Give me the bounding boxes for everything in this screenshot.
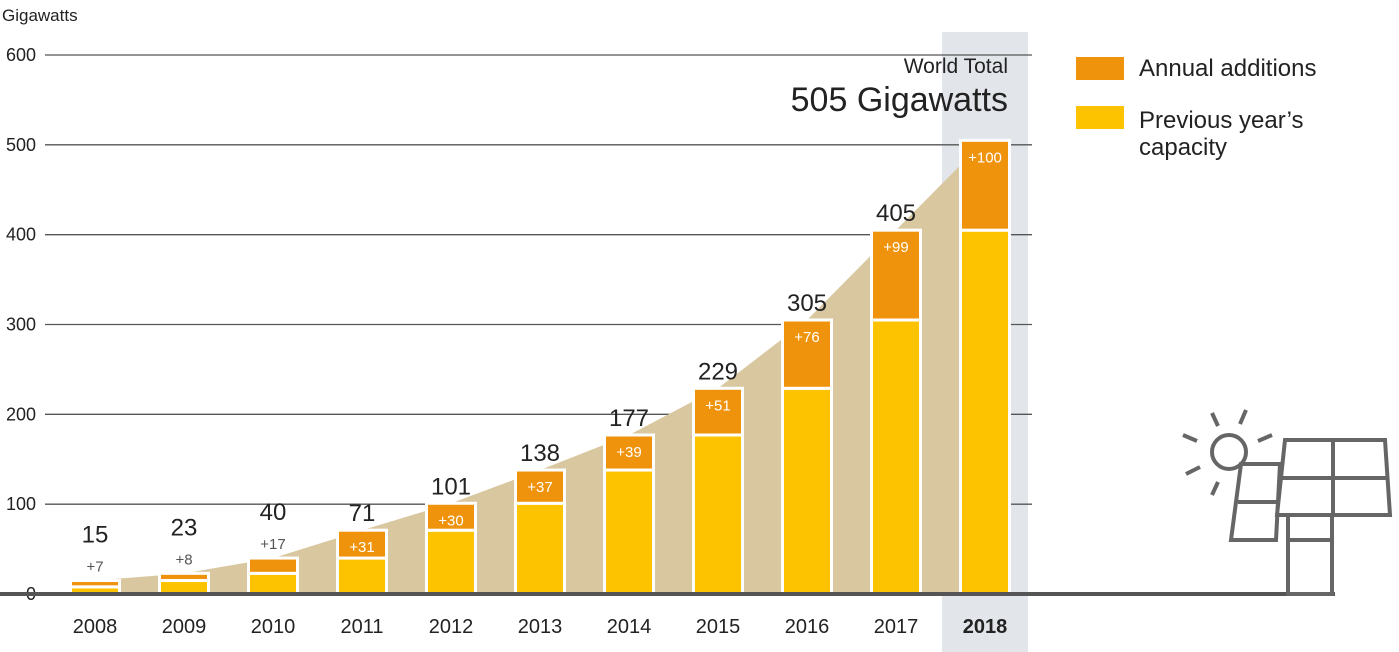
bars (69, 138, 1011, 596)
gridlines (45, 54, 1032, 505)
bar-previous-capacity (158, 579, 210, 596)
callout-total-gigawatts: 505 Gigawatts (791, 81, 1008, 119)
bar-previous-capacity (870, 318, 922, 596)
legend-label-additions: Annual additions (1139, 55, 1316, 82)
addition-label: +30 (438, 512, 463, 529)
bar-annual-addition (692, 386, 744, 437)
x-tick-label: 2009 (162, 616, 207, 638)
bar-annual-addition (425, 501, 477, 532)
total-label: 101 (431, 473, 471, 500)
y-axis-ticks: 0100200300400500600 (6, 45, 36, 604)
total-label: 23 (171, 514, 198, 541)
addition-labels: +7 +8 +17 +31 +30 +37 +39 +51 +76 +99 +100 (86, 149, 1001, 575)
addition-label: +51 (705, 397, 730, 414)
bar-annual-addition (336, 528, 388, 560)
bar-annual-addition (603, 433, 655, 472)
x-tick-label: 2018 (963, 616, 1008, 638)
x-tick-label: 2012 (429, 616, 474, 638)
x-tick-label: 2008 (73, 616, 118, 638)
total-label: 40 (260, 499, 287, 526)
bar-annual-addition (781, 318, 833, 390)
solar-panel-icon (1182, 409, 1393, 596)
cumulative-area (64, 140, 1010, 594)
addition-label: +31 (349, 539, 374, 556)
x-tick-label: 2017 (874, 616, 919, 638)
bar-annual-addition (69, 579, 121, 589)
legend-swatch-additions (1076, 57, 1124, 80)
bar-previous-capacity (425, 528, 477, 596)
y-tick-label: 500 (6, 135, 36, 155)
legend-label-previous-line1: Previous year’s (1139, 107, 1304, 134)
legend: Annual additions Previous year’s capacit… (1076, 55, 1316, 161)
bar-previous-capacity (336, 556, 388, 596)
y-tick-label: 200 (6, 404, 36, 424)
total-label: 15 (82, 522, 109, 549)
addition-label: +76 (794, 329, 819, 346)
total-label: 138 (520, 440, 560, 467)
x-tick-label: 2014 (607, 616, 652, 638)
addition-label: +39 (616, 444, 641, 461)
addition-label: +7 (86, 559, 103, 576)
total-label: 229 (698, 358, 738, 385)
y-tick-label: 300 (6, 315, 36, 335)
bar-previous-capacity (247, 571, 299, 596)
total-label: 71 (349, 500, 376, 527)
addition-label: +37 (527, 479, 552, 496)
total-labels: 15 23 40 71 101 138 177 229 305 405 (82, 200, 916, 548)
bar-previous-capacity (781, 386, 833, 596)
total-label: 305 (787, 290, 827, 317)
total-label: 405 (876, 200, 916, 227)
addition-label: +99 (883, 239, 908, 256)
addition-label: +17 (260, 536, 285, 553)
bar-annual-addition (158, 571, 210, 583)
bar-annual-addition (514, 468, 566, 505)
legend-swatch-previous (1076, 106, 1124, 129)
bar-previous-capacity (959, 228, 1011, 596)
y-tick-label: 600 (6, 45, 36, 65)
y-tick-label: 400 (6, 225, 36, 245)
bar-previous-capacity (603, 468, 655, 596)
x-tick-label: 2010 (251, 616, 296, 638)
callout-world-total: World Total (904, 55, 1008, 78)
bar-annual-addition (959, 138, 1011, 232)
x-tick-label: 2013 (518, 616, 563, 638)
x-tick-label: 2016 (785, 616, 830, 638)
x-axis-labels: 2008 2009 2010 2011 2012 2013 2014 2015 2016 2017… (73, 616, 1008, 638)
bar-previous-capacity (514, 501, 566, 596)
addition-label: +100 (968, 149, 1002, 166)
bar-previous-capacity (692, 433, 744, 596)
bar-annual-addition (247, 556, 299, 575)
y-axis-label: Gigawatts (2, 6, 78, 25)
y-tick-label: 100 (6, 494, 36, 514)
x-tick-label: 2015 (696, 616, 741, 638)
total-label: 177 (609, 405, 649, 432)
bar-annual-addition (870, 228, 922, 322)
x-tick-label: 2011 (340, 616, 383, 638)
legend-label-previous-line2: capacity (1139, 134, 1227, 161)
addition-label: +8 (175, 551, 192, 568)
